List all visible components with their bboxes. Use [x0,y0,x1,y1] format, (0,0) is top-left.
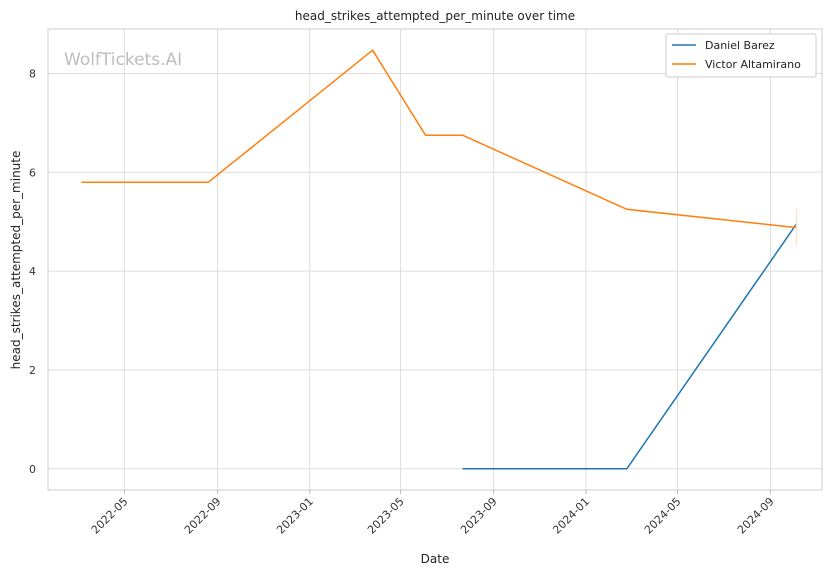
x-tick-label: 2024-01 [550,495,592,537]
legend: Daniel Barez Victor Altamirano [665,33,817,78]
x-tick-label: 2022-05 [89,495,131,537]
legend-label-victor-altamirano: Victor Altamirano [705,58,801,71]
x-tick-label: 2023-09 [458,495,500,537]
x-axis-ticks: 2022-05 2022-09 2023-01 2023-05 2023-09 2024-… [89,490,777,537]
x-tick-label: 2024-09 [735,495,777,537]
x-tick-label: 2023-05 [365,495,407,537]
y-axis-title: head_strikes_attempted_per_minute [9,151,23,370]
x-tick-label: 2023-01 [274,495,316,537]
plot-frame [47,28,823,491]
watermark-text: WolfTickets.AI [64,50,182,70]
y-tick-label: 8 [29,67,36,80]
y-tick-label: 4 [29,265,36,278]
series-line-victor-altamirano [81,49,797,229]
series-line-daniel-barez [462,223,797,470]
legend-box [665,33,817,78]
legend-label-daniel-barez: Daniel Barez [705,39,775,52]
grid-lines [48,29,822,490]
x-tick-label: 2022-09 [182,495,224,537]
y-tick-label: 6 [29,166,36,179]
x-tick-label: 2024-05 [642,495,684,537]
series-lines [81,49,797,470]
chart-title: head_strikes_attempted_per_minute over t… [295,9,575,23]
y-tick-label: 0 [29,463,36,476]
y-axis-ticks: 0 2 4 6 8 [29,67,36,475]
y-tick-label: 2 [29,364,36,377]
x-axis-title: Date [421,552,450,566]
